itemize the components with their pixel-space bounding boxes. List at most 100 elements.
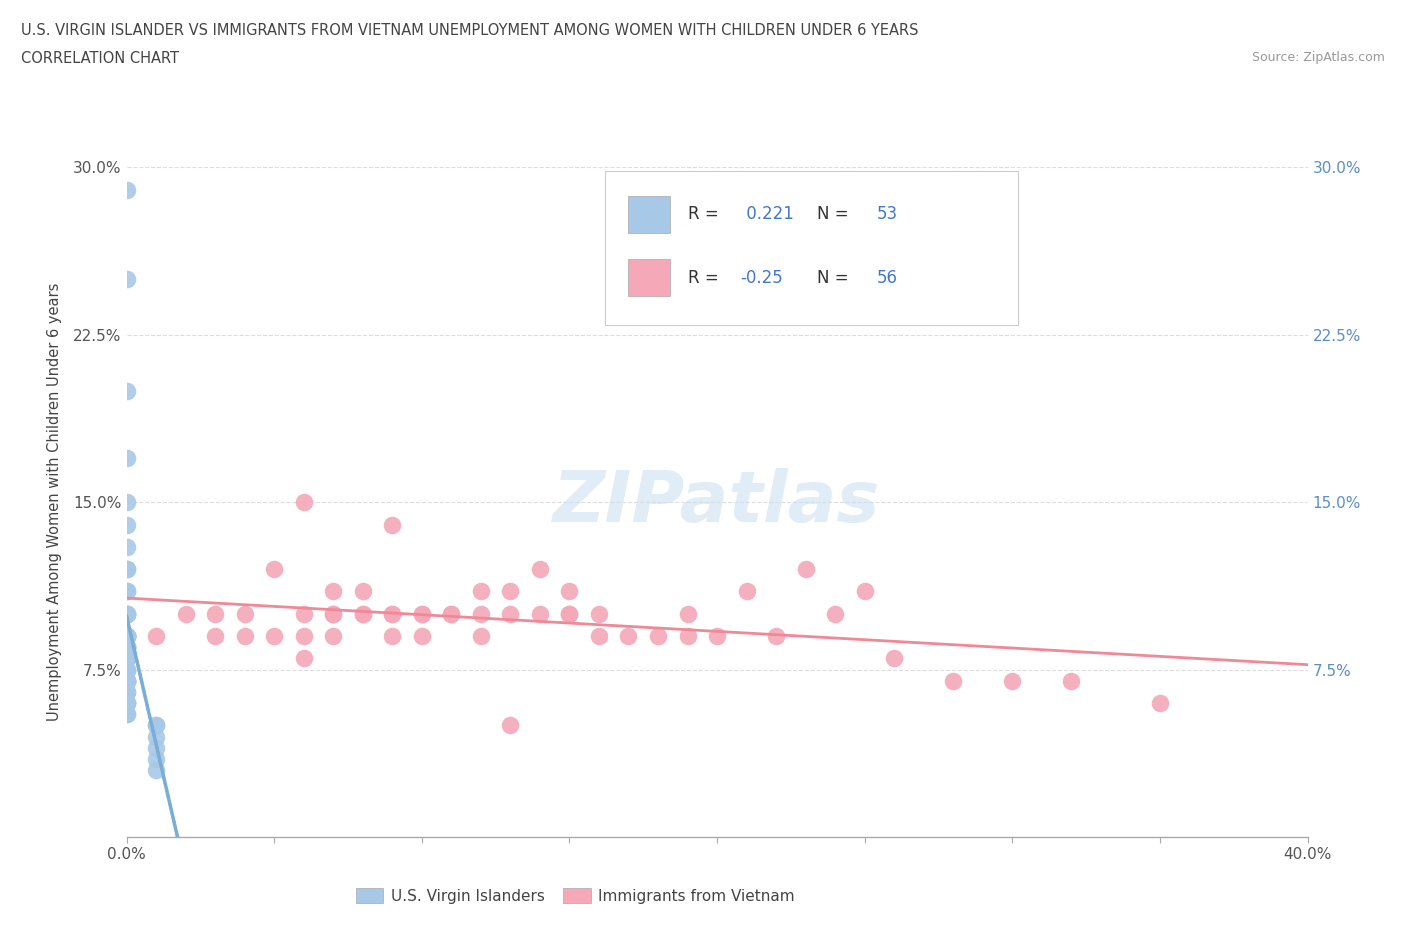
Point [115,696,138,711]
Point [115,629,138,644]
Point [115,696,138,711]
Point [115,673,138,688]
Point [322,606,344,621]
Point [115,707,138,722]
Point [1149,696,1171,711]
Point [499,584,522,599]
Point [676,606,699,621]
Point [352,584,374,599]
Point [115,629,138,644]
Point [115,606,138,621]
Text: 56: 56 [876,269,897,286]
Point [735,584,758,599]
Point [853,584,876,599]
Point [292,651,315,666]
Text: U.S. VIRGIN ISLANDER VS IMMIGRANTS FROM VIETNAM UNEMPLOYMENT AMONG WOMEN WITH CH: U.S. VIRGIN ISLANDER VS IMMIGRANTS FROM … [21,23,918,38]
Point [617,629,640,644]
Point [352,606,374,621]
Point [558,606,581,621]
Point [706,629,728,644]
Point [115,673,138,688]
Point [145,740,167,755]
Point [115,651,138,666]
Point [115,629,138,644]
Point [115,640,138,655]
Point [824,606,846,621]
Point [115,606,138,621]
Point [115,651,138,666]
Point [588,629,610,644]
Point [115,629,138,644]
Point [292,629,315,644]
Point [292,495,315,510]
Point [765,629,787,644]
Point [588,606,610,621]
Point [647,629,669,644]
Point [322,584,344,599]
Point [115,606,138,621]
Point [115,673,138,688]
Point [145,751,167,766]
Point [145,718,167,733]
Point [174,606,197,621]
Point [115,651,138,666]
Point [115,673,138,688]
Text: -0.25: -0.25 [741,269,783,286]
Point [115,539,138,554]
Point [322,629,344,644]
Point [115,662,138,677]
Point [115,629,138,644]
Legend: U.S. Virgin Islanders, Immigrants from Vietnam: U.S. Virgin Islanders, Immigrants from V… [350,882,801,910]
Point [115,707,138,722]
Point [115,673,138,688]
Point [263,562,285,577]
Point [381,517,404,532]
Point [381,606,404,621]
Point [115,640,138,655]
Point [145,763,167,777]
Point [440,606,463,621]
Text: N =: N = [817,269,855,286]
Point [115,562,138,577]
Point [794,562,817,577]
Point [115,383,138,398]
Point [233,629,256,644]
Point [470,606,492,621]
Point [115,182,138,197]
Point [115,495,138,510]
Point [115,629,138,644]
Point [115,640,138,655]
Point [411,606,433,621]
FancyBboxPatch shape [605,171,1018,325]
Point [233,606,256,621]
Text: N =: N = [817,206,855,223]
Bar [628,259,669,297]
Point [352,606,374,621]
Y-axis label: Unemployment Among Women with Children Under 6 years: Unemployment Among Women with Children U… [46,283,62,722]
Text: 53: 53 [876,206,897,223]
Point [322,606,344,621]
Point [1001,673,1024,688]
Point [942,673,965,688]
Point [115,584,138,599]
Point [440,606,463,621]
Point [115,662,138,677]
Bar [628,196,669,232]
Point [499,718,522,733]
Point [115,584,138,599]
Point [115,651,138,666]
Point [115,562,138,577]
Point [381,606,404,621]
Point [883,651,905,666]
Point [115,640,138,655]
Point [381,629,404,644]
Point [411,606,433,621]
Point [115,651,138,666]
Text: 0.221: 0.221 [741,206,793,223]
Point [204,606,226,621]
Point [115,684,138,699]
Point [145,629,167,644]
Text: CORRELATION CHART: CORRELATION CHART [21,51,179,66]
Point [470,584,492,599]
Point [145,729,167,744]
